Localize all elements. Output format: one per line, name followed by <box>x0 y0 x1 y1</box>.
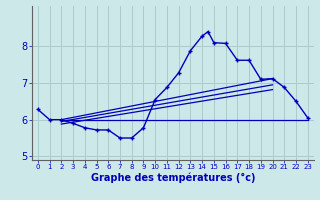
X-axis label: Graphe des températures (°c): Graphe des températures (°c) <box>91 173 255 183</box>
